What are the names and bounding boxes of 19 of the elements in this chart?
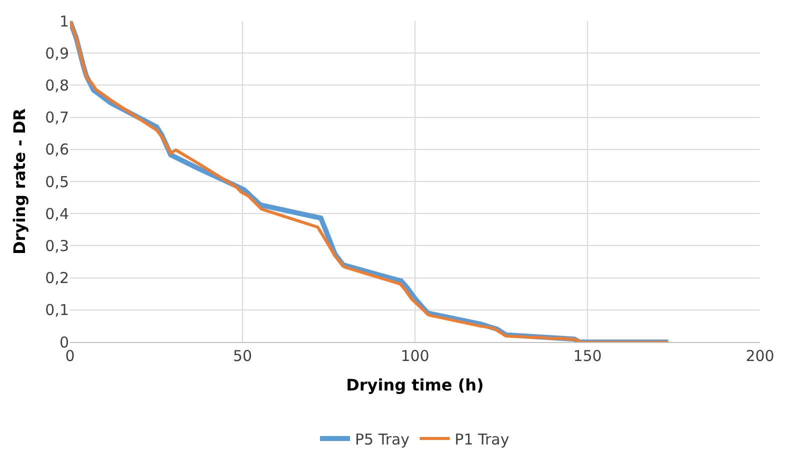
x-tick-label: 200 bbox=[746, 347, 774, 365]
x-tick-label: 100 bbox=[400, 347, 430, 365]
x-tick-label: 150 bbox=[573, 347, 602, 365]
x-axis-title: Drying time (h) bbox=[346, 376, 484, 395]
y-tick-label: 0,4 bbox=[45, 204, 69, 223]
y-tick-label: 0,5 bbox=[45, 172, 69, 191]
y-tick-label: 0,6 bbox=[45, 140, 69, 159]
y-axis-title: Drying rate - DR bbox=[10, 108, 30, 255]
y-tick-label: 0,1 bbox=[45, 301, 69, 320]
x-tick-label: 50 bbox=[232, 347, 252, 365]
y-tick-label: 0,8 bbox=[45, 76, 69, 94]
legend-label: P5 Tray bbox=[355, 430, 410, 448]
y-tick-label: 1 bbox=[59, 12, 69, 30]
y-tick-label: 0 bbox=[59, 333, 69, 352]
y-tick-label: 0,7 bbox=[45, 108, 69, 127]
y-tick-label: 0,9 bbox=[45, 44, 69, 62]
legend-label: P1 Tray bbox=[454, 430, 510, 448]
y-tick-label: 0,3 bbox=[45, 236, 69, 255]
y-tick-label: 0,2 bbox=[45, 269, 69, 288]
